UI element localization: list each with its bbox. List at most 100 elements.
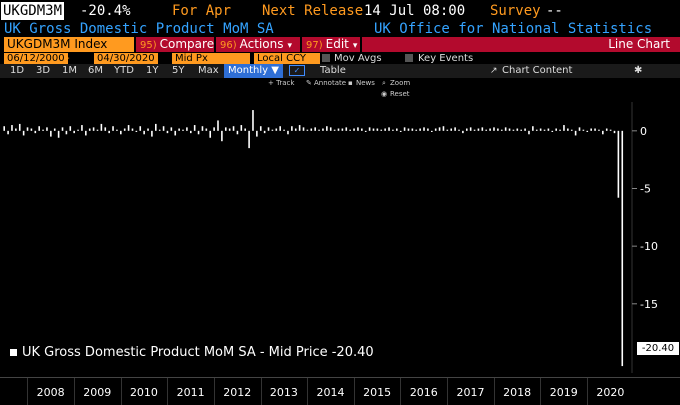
actions-menu[interactable]: 96) Actions ▾ <box>216 37 300 52</box>
bar <box>504 127 507 131</box>
bar <box>112 126 114 131</box>
key-events-label: Key Events <box>418 53 474 64</box>
bar <box>368 127 371 131</box>
end-date-field[interactable]: 04/30/2020 <box>94 53 158 64</box>
calendar-icon[interactable]: ✓ <box>289 65 305 76</box>
track-button[interactable]: + Track <box>268 79 295 87</box>
bar <box>396 128 398 131</box>
edit-label: Edit <box>325 37 349 51</box>
bar <box>411 128 414 131</box>
bar <box>26 127 29 131</box>
bar <box>221 130 223 142</box>
x-year-divider <box>73 378 75 405</box>
annotate-button[interactable]: Annotate <box>314 79 347 87</box>
compare-button[interactable]: 95) Compare <box>136 37 214 52</box>
bar <box>147 128 149 131</box>
bar <box>349 129 351 131</box>
bar <box>376 128 379 131</box>
x-axis: 2008 2009 2010 2011 2012 2013 2014 2015 2016 2017… <box>0 377 680 405</box>
bar <box>582 129 585 131</box>
bar <box>423 127 425 131</box>
actions-label: Actions <box>239 37 284 51</box>
mov-avgs-checkbox[interactable] <box>322 54 330 62</box>
period-6m[interactable]: 6M <box>88 65 103 76</box>
bar <box>100 123 103 131</box>
bar <box>182 129 184 131</box>
bar <box>497 128 499 131</box>
gdp-bar-chart[interactable]: 0 -5 -10 -15 <box>0 100 680 375</box>
bar <box>92 127 95 131</box>
bar <box>205 128 208 131</box>
bar <box>197 130 200 135</box>
period-5y[interactable]: 5Y <box>172 65 185 76</box>
bar <box>508 128 511 131</box>
x-year-divider <box>260 378 262 405</box>
table-button[interactable]: Table <box>320 65 346 76</box>
reset-icon: ◉ <box>381 90 388 98</box>
ticker-header: UKGDM3M -20.4% For Apr Next Release 14 J… <box>0 0 680 22</box>
gear-icon[interactable]: ✱ <box>634 65 643 76</box>
chart-content-icon[interactable]: ↗ <box>490 66 498 76</box>
bar <box>450 128 453 131</box>
chart-content-button[interactable]: Chart Content <box>502 65 573 76</box>
bar <box>594 128 596 131</box>
chart-type-label: Line Chart <box>608 37 670 51</box>
bar <box>333 129 336 131</box>
period-1d[interactable]: 1D <box>10 65 25 76</box>
bar <box>3 126 5 131</box>
index-field[interactable]: UKGDM3M Index <box>4 37 134 52</box>
bar <box>458 129 460 131</box>
last-value: -20.4% <box>80 3 131 19</box>
pencil-icon: ✎ <box>306 79 312 87</box>
period-max[interactable]: Max <box>198 65 219 76</box>
bar <box>442 126 445 131</box>
bar <box>329 127 332 131</box>
mov-avgs-label: Mov Avgs <box>334 53 382 64</box>
x-year-divider <box>447 378 449 405</box>
reset-button[interactable]: Reset <box>390 90 410 98</box>
bar <box>372 128 375 131</box>
x-tick-label: 2013 <box>269 386 298 399</box>
bar <box>551 130 554 132</box>
bar <box>123 128 126 131</box>
news-button[interactable]: News <box>356 79 375 87</box>
y-tick-label: -5 <box>640 182 651 195</box>
bar <box>22 130 25 136</box>
period-1m[interactable]: 1M <box>62 65 77 76</box>
frequency-select[interactable]: Monthly ▼ <box>224 64 283 78</box>
bar <box>485 129 488 131</box>
period-ytd[interactable]: YTD <box>114 65 134 76</box>
bar <box>34 130 37 134</box>
chart-type-bar[interactable]: Line Chart <box>362 37 680 52</box>
zoom-button[interactable]: Zoom <box>390 79 411 87</box>
chart-legend: UK Gross Domestic Product MoM SA - Mid P… <box>6 345 378 360</box>
bar <box>586 130 589 132</box>
bar <box>158 129 161 131</box>
bar <box>555 128 557 131</box>
bar <box>162 126 165 131</box>
annotation-toolbar: + Track ✎ Annotate ▪ News ⌕ Zoom ◉ Reset <box>0 78 680 102</box>
bar <box>116 129 118 131</box>
bar <box>186 127 188 131</box>
y-tick-label: -15 <box>640 298 658 311</box>
compare-label: Compare <box>159 37 215 51</box>
ticker-symbol[interactable]: UKGDM3M <box>1 2 65 20</box>
actions-num: 96) <box>220 40 237 51</box>
bar <box>539 128 542 131</box>
period-1y[interactable]: 1Y <box>146 65 159 76</box>
price-field-select[interactable]: Mid Px <box>172 53 250 64</box>
x-tick-label: 2011 <box>176 386 205 399</box>
start-date-field[interactable]: 06/12/2000 <box>4 53 68 64</box>
bar <box>232 126 235 131</box>
bar <box>7 130 9 135</box>
period-3d[interactable]: 3D <box>36 65 51 76</box>
edit-menu[interactable]: 97) Edit ▾ <box>302 37 360 52</box>
bar <box>244 128 247 131</box>
x-tick-label: 2009 <box>83 386 112 399</box>
currency-select[interactable]: Local CCY <box>254 53 320 64</box>
bar <box>559 129 561 131</box>
subtitle-row: UK Gross Domestic Product MoM SA UK Offi… <box>0 20 680 38</box>
key-events-checkbox[interactable] <box>405 54 413 62</box>
bar <box>189 130 192 134</box>
edit-num: 97) <box>306 40 323 51</box>
